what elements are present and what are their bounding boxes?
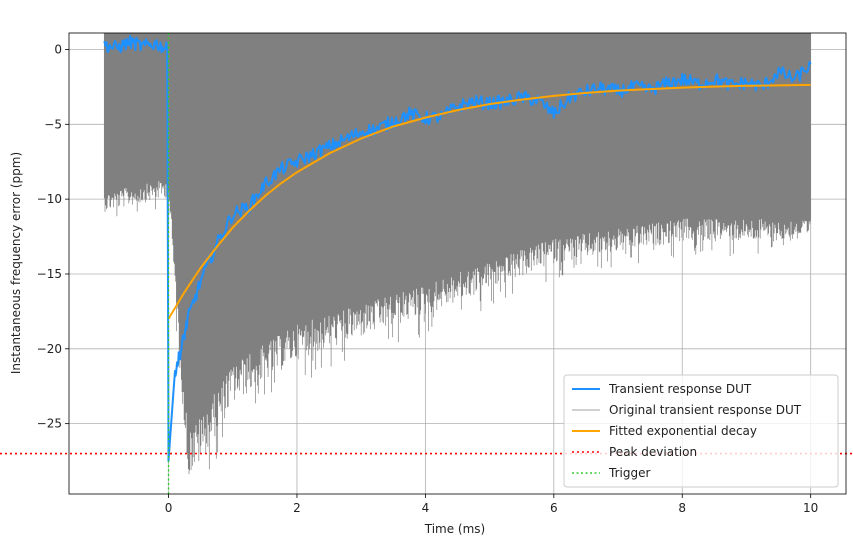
legend-box — [563, 374, 839, 488]
ticks: 0 2 4 6 8 10 0 −5 −10 −15 −20 −25 — [37, 42, 819, 515]
legend-label: Transient response DUT — [608, 382, 752, 396]
fitted-decay-series — [167, 83, 811, 320]
x-axis-label: Time (ms) — [424, 522, 486, 536]
y-tick-label: −15 — [37, 267, 62, 281]
x-tick-label: 4 — [422, 501, 430, 515]
x-tick-label: 0 — [165, 501, 173, 515]
transient-response-series — [103, 34, 812, 463]
plot-frame — [68, 32, 847, 495]
legend: Transient response DUT Original transient… — [563, 374, 839, 488]
legend-label: Peak deviation — [609, 445, 697, 459]
y-tick-label: −20 — [37, 342, 62, 356]
legend-label: Original transient response DUT — [609, 403, 802, 417]
legend-label: Fitted exponential decay — [609, 424, 757, 438]
y-tick-label: −10 — [37, 192, 62, 206]
legend-label: Trigger — [608, 466, 650, 480]
x-tick-label: 10 — [803, 501, 818, 515]
data-layer — [103, 33, 812, 475]
y-tick-label: 0 — [54, 42, 62, 56]
y-tick-label: −5 — [44, 117, 62, 131]
x-tick-label: 6 — [550, 501, 558, 515]
y-axis-label: Instantaneous frequency error (ppm) — [9, 152, 23, 374]
x-tick-label: 2 — [293, 501, 301, 515]
x-tick-label: 8 — [678, 501, 686, 515]
y-tick-label: −25 — [37, 417, 62, 431]
